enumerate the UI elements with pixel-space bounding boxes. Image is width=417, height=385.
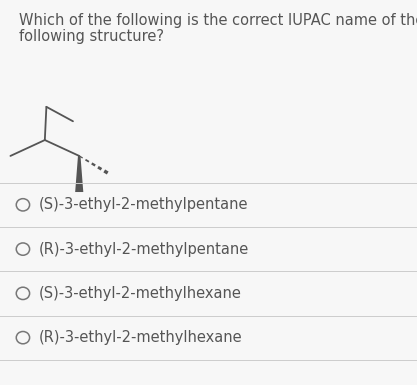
Text: (S)-3-ethyl-2-methylpentane: (S)-3-ethyl-2-methylpentane: [39, 198, 248, 212]
Text: (S)-3-ethyl-2-methylhexane: (S)-3-ethyl-2-methylhexane: [39, 286, 242, 301]
Polygon shape: [75, 156, 83, 192]
Text: (R)-3-ethyl-2-methylhexane: (R)-3-ethyl-2-methylhexane: [39, 330, 242, 345]
Text: following structure?: following structure?: [19, 29, 164, 44]
Text: (R)-3-ethyl-2-methylpentane: (R)-3-ethyl-2-methylpentane: [39, 242, 249, 256]
Text: Which of the following is the correct IUPAC name of the: Which of the following is the correct IU…: [19, 13, 417, 28]
